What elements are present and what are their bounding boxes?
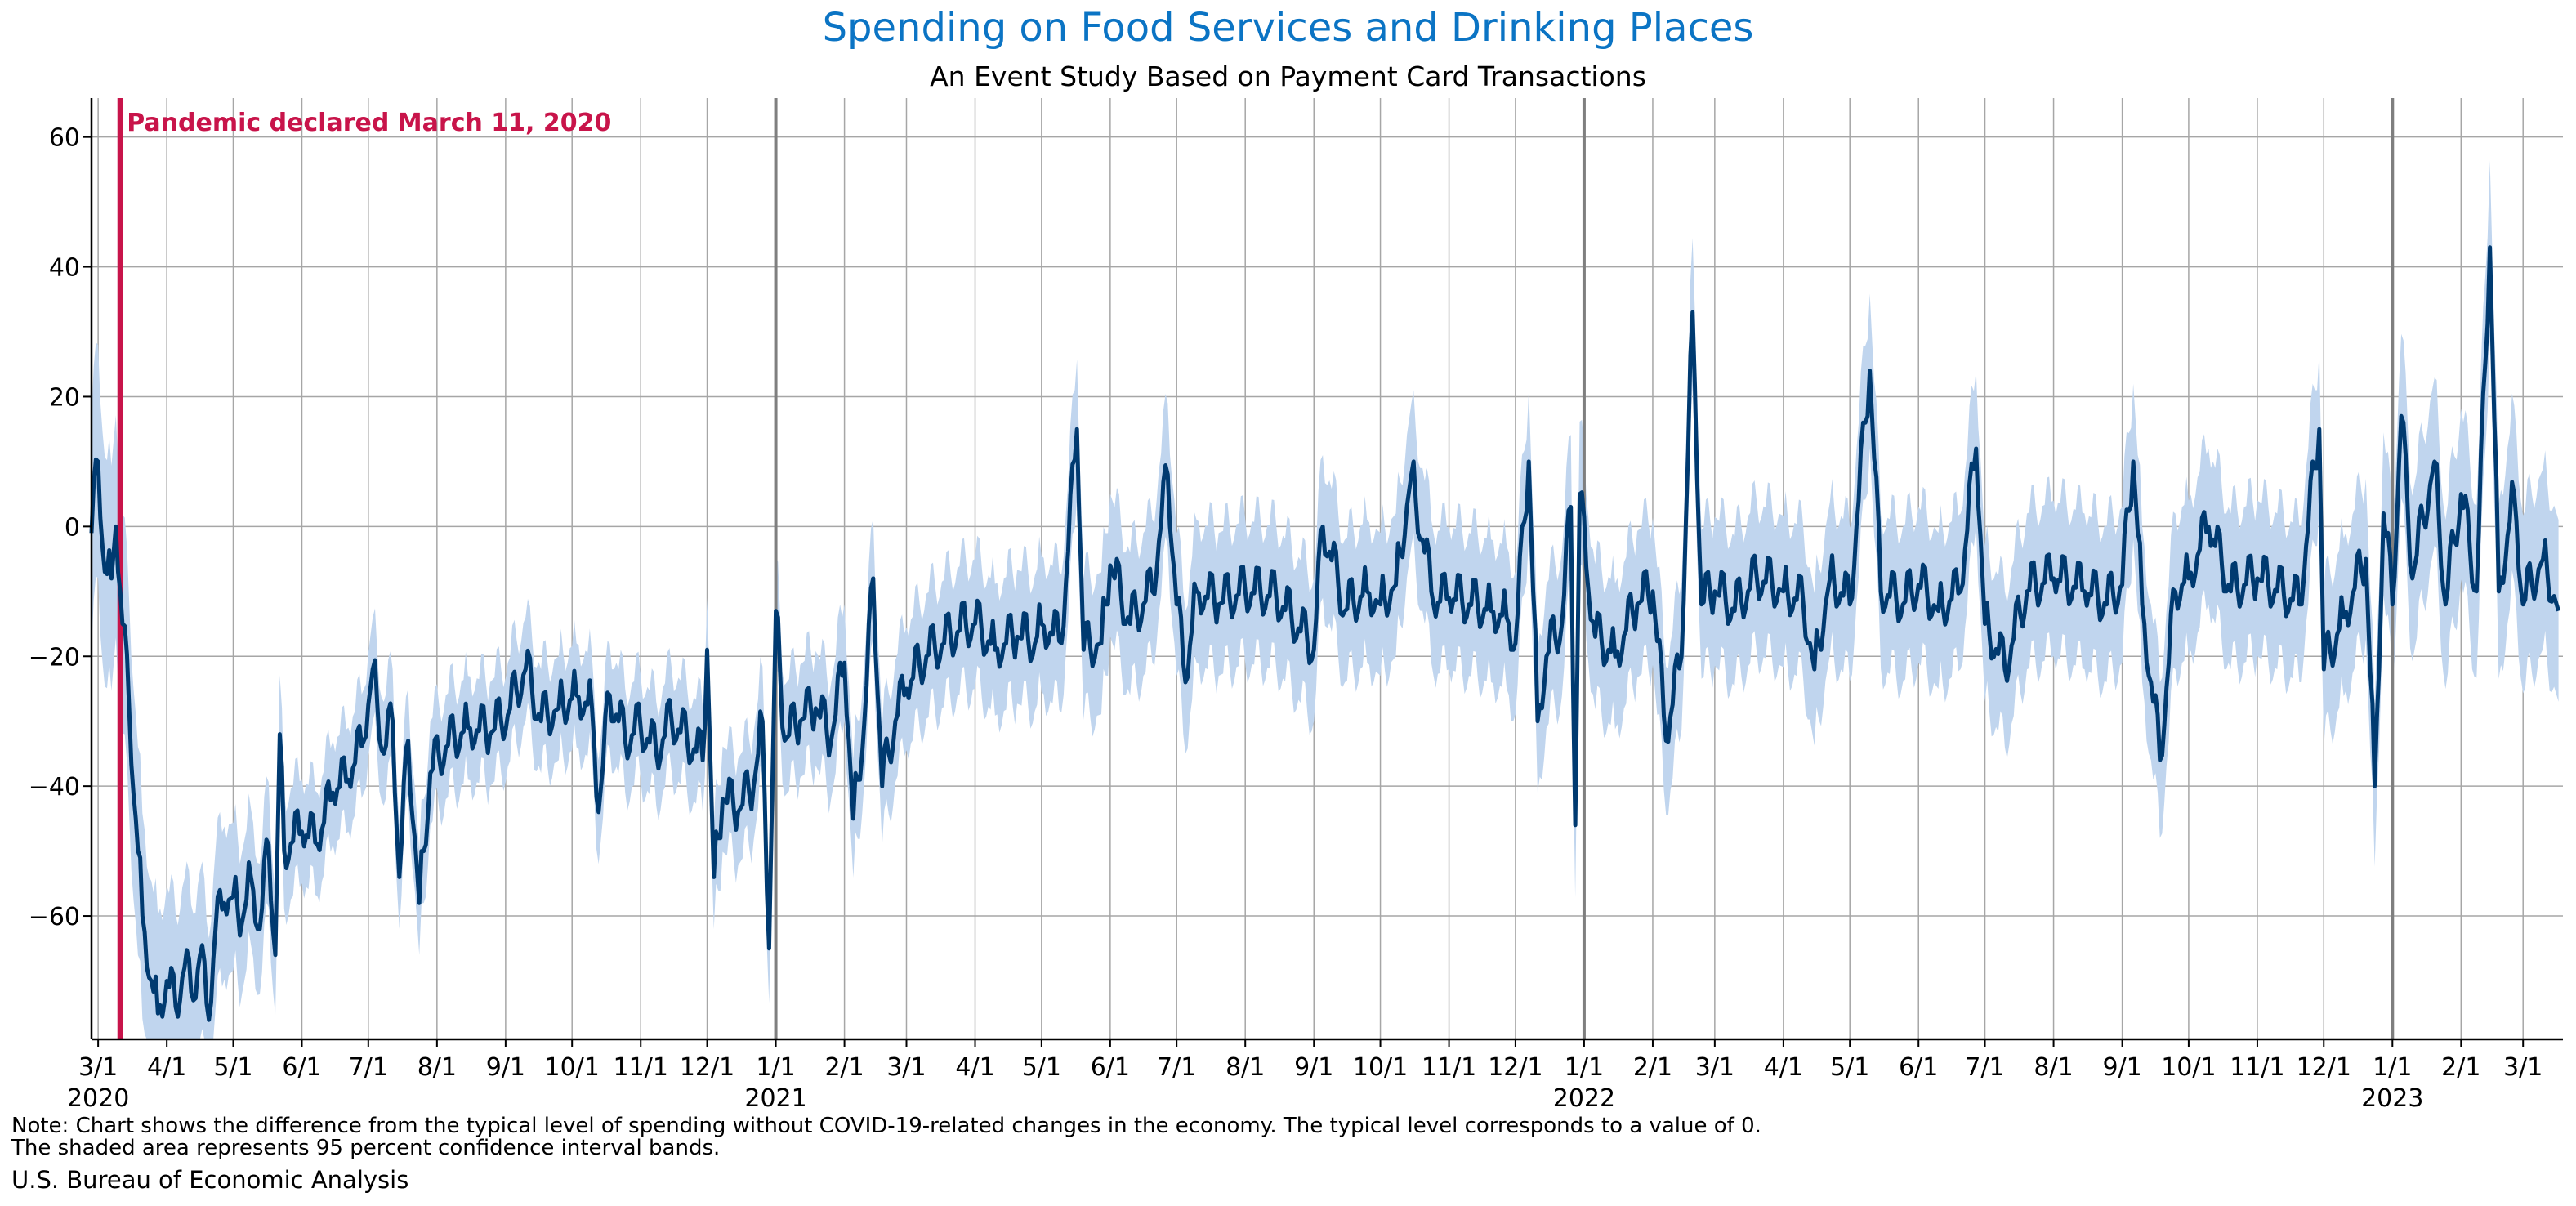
x-tick-label: 11/1 (1422, 1053, 1476, 1082)
x-tick-label: 9/1 (486, 1053, 525, 1082)
x-tick-label: 2/1 (2441, 1053, 2480, 1082)
x-tick-label: 5/1 (213, 1053, 252, 1082)
confidence-band-layer (92, 160, 2559, 1040)
x-tick-label: 6/1 (1091, 1053, 1130, 1082)
x-tick-label: 6/1 (282, 1053, 321, 1082)
y-tick-label: 20 (49, 383, 80, 412)
x-tick-label: 11/1 (614, 1053, 668, 1082)
x-tick-label: 6/1 (1899, 1053, 1938, 1082)
x-year-label: 2022 (1553, 1084, 1615, 1113)
note-text: Note: Chart shows the difference from th… (11, 1114, 1761, 1138)
x-tick-label: 12/1 (680, 1053, 734, 1082)
x-year-label: 2020 (67, 1084, 129, 1113)
x-tick-label: 10/1 (545, 1053, 600, 1082)
x-tick-label: 9/1 (1294, 1053, 1333, 1082)
x-tick-label: 5/1 (1830, 1053, 1869, 1082)
x-tick-label: 2/1 (824, 1053, 864, 1082)
x-tick-label: 9/1 (2102, 1053, 2141, 1082)
y-tick-label: 0 (65, 513, 80, 542)
x-year-label: 2023 (2361, 1084, 2423, 1113)
x-tick-label: 12/1 (1488, 1053, 1542, 1082)
x-tick-label: 4/1 (955, 1053, 994, 1082)
x-tick-label: 1/1 (756, 1053, 795, 1082)
x-tick-label: 7/1 (349, 1053, 388, 1082)
x-year-label: 2021 (744, 1084, 806, 1113)
x-tick-label: 5/1 (1022, 1053, 1061, 1082)
x-tick-label: 8/1 (1225, 1053, 1265, 1082)
x-tick-label: 7/1 (1157, 1053, 1196, 1082)
x-tick-label: 4/1 (1764, 1053, 1803, 1082)
series-layer (89, 245, 2560, 1022)
x-tick-label: 3/1 (886, 1053, 926, 1082)
x-tick-label: 4/1 (147, 1053, 186, 1082)
axes (83, 98, 2563, 1047)
x-tick-label: 8/1 (417, 1053, 457, 1082)
x-tick-label: 3/1 (78, 1053, 118, 1082)
chart-subtitle: An Event Study Based on Payment Card Tra… (930, 60, 1646, 92)
x-tick-label: 2/1 (1633, 1053, 1672, 1082)
y-tick-label: 60 (49, 124, 80, 153)
x-tick-label: 10/1 (2161, 1053, 2216, 1082)
y-tick-label: −20 (29, 643, 80, 672)
source-text: U.S. Bureau of Economic Analysis (11, 1166, 409, 1194)
x-tick-label: 1/1 (2373, 1053, 2412, 1082)
x-tick-label: 3/1 (2503, 1053, 2543, 1082)
y-tick-label: −40 (29, 773, 80, 802)
note-text-ci: The shaded area represents 95 percent co… (11, 1136, 721, 1160)
y-tick-label: 40 (49, 254, 80, 283)
grid-lines (92, 98, 2563, 1039)
x-tick-label: 10/1 (1353, 1053, 1408, 1082)
x-tick-label: 11/1 (2230, 1053, 2284, 1082)
series-line (89, 245, 2560, 1022)
reference-lines (117, 98, 2395, 1039)
x-tick-label: 7/1 (1965, 1053, 2004, 1082)
x-tick-label: 3/1 (1695, 1053, 1734, 1082)
x-tick-label: 8/1 (2034, 1053, 2073, 1082)
x-tick-label: 12/1 (2297, 1053, 2351, 1082)
x-tick-label: 1/1 (1565, 1053, 1604, 1082)
y-tick-label: −60 (29, 903, 80, 931)
confidence-band (92, 160, 2559, 1040)
annotation-label: Pandemic declared March 11, 2020 (127, 109, 611, 137)
chart-title: Spending on Food Services and Drinking P… (822, 5, 1754, 51)
